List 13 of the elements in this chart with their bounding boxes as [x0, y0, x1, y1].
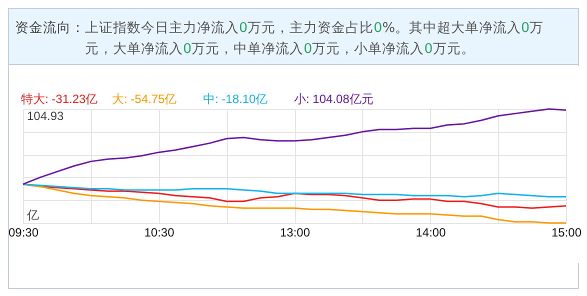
text: 大: -54.75亿 — [112, 92, 177, 106]
x-tick-label: 13:00 — [280, 226, 310, 240]
x-tick-label: 14:00 — [416, 226, 446, 240]
annotation: 104.93 — [27, 109, 64, 123]
text: 中: -18.10亿 — [203, 92, 268, 106]
x-tick-label: 15:00 — [551, 226, 582, 240]
text: 上证指数今日主力净流入0万元，主力资金占比0%。其中超大单净流入0万元，大单净流入0万元，中单净流入0万元，小单净流入0万元。 — [85, 20, 544, 57]
chart-title: 资金流向： — [15, 19, 85, 38]
text: 小: 104.08亿元 — [294, 92, 374, 106]
text: 特大: -31.23亿 — [21, 92, 98, 106]
x-tick-label: 10:30 — [144, 226, 175, 240]
annotation: 亿 — [26, 208, 39, 222]
x-tick-label: 09:30 — [8, 226, 39, 240]
